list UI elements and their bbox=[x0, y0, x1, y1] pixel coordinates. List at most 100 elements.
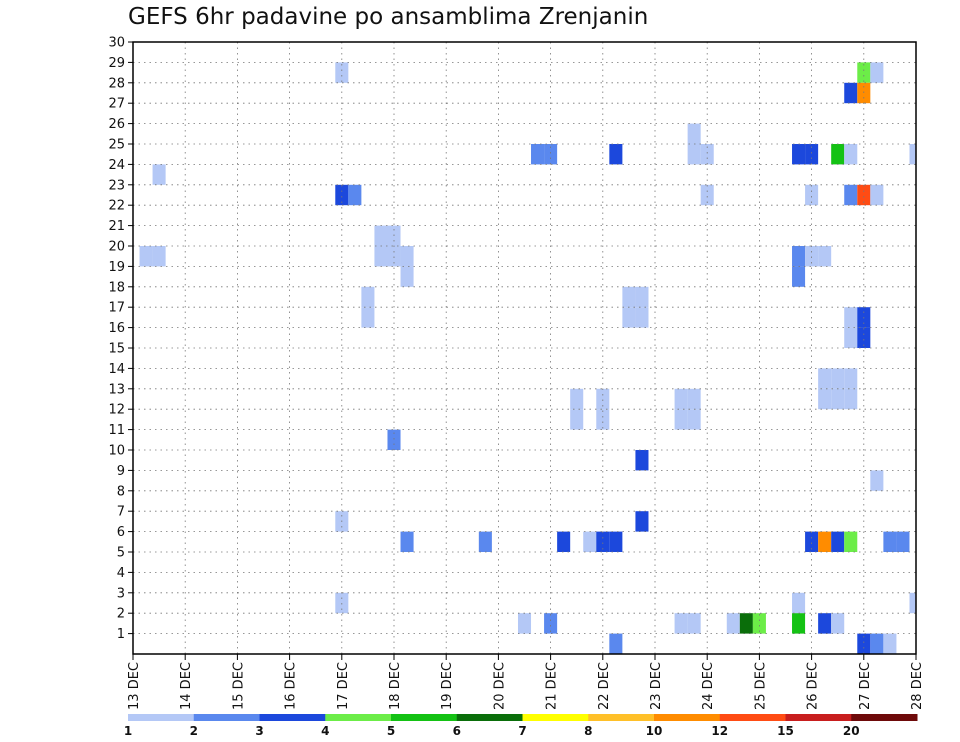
y-tick-label: 19 bbox=[108, 260, 125, 275]
heatmap-cell bbox=[400, 246, 414, 267]
y-tick-label: 28 bbox=[108, 76, 125, 91]
heatmap-cell bbox=[517, 613, 532, 634]
colorbar-segment bbox=[851, 714, 918, 721]
heatmap-cell bbox=[478, 531, 492, 552]
x-tick-label: 24 DEC bbox=[701, 662, 716, 710]
heatmap-cell bbox=[400, 531, 414, 552]
heatmap-cell bbox=[870, 633, 884, 654]
heatmap-cell bbox=[844, 307, 858, 328]
y-tick-label: 4 bbox=[117, 566, 125, 581]
y-tick-label: 20 bbox=[108, 240, 125, 255]
y-tick-label: 7 bbox=[117, 505, 125, 520]
heatmap-cell bbox=[844, 82, 858, 104]
heatmap-cell bbox=[544, 613, 558, 634]
heatmap-cell bbox=[687, 144, 701, 165]
y-tick-label: 25 bbox=[108, 138, 125, 153]
heatmap-cell bbox=[805, 246, 819, 267]
heatmap-cell bbox=[883, 633, 897, 654]
heatmap-cell bbox=[687, 388, 701, 410]
heatmap-cell bbox=[857, 327, 871, 348]
y-tick-label: 16 bbox=[108, 321, 125, 336]
y-tick-label: 27 bbox=[108, 97, 125, 112]
heatmap-cell bbox=[596, 531, 610, 552]
heatmap-cell bbox=[844, 144, 858, 165]
heatmap-cell bbox=[792, 246, 806, 267]
y-tick-label: 9 bbox=[117, 464, 125, 479]
heatmap-cell bbox=[687, 409, 701, 430]
x-tick-label: 15 DEC bbox=[231, 662, 246, 710]
colorbar-segment bbox=[522, 714, 589, 721]
colorbar-label: 12 bbox=[711, 724, 728, 738]
heatmap-cell bbox=[152, 164, 166, 185]
heatmap-cell bbox=[883, 531, 897, 552]
heatmap-cell bbox=[609, 633, 623, 654]
y-tick-label: 29 bbox=[108, 56, 125, 71]
x-axis: 13 DEC 14 DEC 15 DEC 16 DEC 17 DEC 18 DEC 19 D… bbox=[127, 654, 925, 710]
heatmap-cell bbox=[844, 531, 858, 552]
heatmap-cell bbox=[374, 225, 388, 246]
heatmap-cell bbox=[674, 388, 688, 410]
x-tick-label: 16 DEC bbox=[284, 662, 299, 710]
colorbar-segment bbox=[128, 714, 195, 721]
x-tick-label: 27 DEC bbox=[858, 662, 873, 710]
heatmap-cell bbox=[674, 613, 688, 634]
heatmap-cell bbox=[909, 592, 916, 614]
heatmap-cell bbox=[570, 409, 584, 430]
heatmap-cell bbox=[335, 184, 349, 206]
heatmap-cell bbox=[805, 184, 819, 206]
heatmap-cell bbox=[844, 327, 858, 348]
colorbar-segment bbox=[193, 714, 260, 721]
y-tick-label: 22 bbox=[108, 199, 125, 214]
heatmap-cell bbox=[335, 62, 349, 83]
heatmap-cell bbox=[348, 184, 362, 206]
heatmap-cell bbox=[570, 388, 584, 410]
x-tick-label: 28 DEC bbox=[910, 662, 925, 710]
colorbar-label: 7 bbox=[518, 724, 526, 738]
colorbar-segment bbox=[588, 714, 655, 721]
heatmap-cell bbox=[857, 62, 871, 83]
heatmap-cell bbox=[831, 144, 845, 165]
heatmap-cell bbox=[818, 246, 832, 267]
heatmap-cell bbox=[361, 286, 375, 308]
x-tick-label: 18 DEC bbox=[388, 662, 403, 710]
colorbar-segment bbox=[456, 714, 523, 721]
heatmap-cell bbox=[635, 307, 649, 328]
colorbar-segment bbox=[654, 714, 721, 721]
x-tick-label: 13 DEC bbox=[127, 662, 142, 710]
heatmap-cell bbox=[805, 144, 819, 165]
heatmap-cell bbox=[596, 409, 610, 430]
x-tick-label: 20 DEC bbox=[492, 662, 507, 710]
heatmap-cell bbox=[583, 531, 597, 552]
colorbar: 1 2 3 4 5 6 7 8 10 12 15 20 bbox=[124, 714, 918, 738]
heatmap-cell bbox=[896, 531, 910, 552]
y-tick-label: 6 bbox=[117, 525, 125, 540]
heatmap-cell bbox=[531, 144, 545, 165]
grid-layer bbox=[133, 41, 916, 654]
y-tick-label: 13 bbox=[108, 382, 125, 397]
heatmap-cell bbox=[870, 62, 884, 83]
heatmap-cell bbox=[792, 144, 806, 165]
colorbar-label: 1 bbox=[124, 724, 132, 738]
heatmap-cell bbox=[674, 409, 688, 430]
y-tick-label: 8 bbox=[117, 484, 125, 499]
x-tick-label: 14 DEC bbox=[179, 662, 194, 710]
y-tick-label: 2 bbox=[117, 607, 125, 622]
heatmap-cell bbox=[687, 613, 701, 634]
colorbar-segment bbox=[719, 714, 786, 721]
x-tick-label: 22 DEC bbox=[597, 662, 612, 710]
heatmap-cell bbox=[635, 450, 649, 471]
heatmap-cell bbox=[818, 613, 832, 634]
x-tick-label: 26 DEC bbox=[806, 662, 821, 710]
colorbar-segment bbox=[785, 714, 852, 721]
heatmap-cell bbox=[139, 246, 153, 267]
heatmap-cell bbox=[726, 613, 740, 634]
heatmap-cell bbox=[374, 246, 388, 267]
heatmap-cell bbox=[400, 266, 414, 287]
heatmap-cell bbox=[844, 368, 858, 389]
heatmap-cell bbox=[152, 246, 166, 267]
colorbar-label: 20 bbox=[843, 724, 860, 738]
heatmap-cell bbox=[609, 144, 623, 165]
colorbar-label: 15 bbox=[777, 724, 794, 738]
y-tick-label: 26 bbox=[108, 117, 125, 132]
heatmap-cell bbox=[831, 531, 845, 552]
